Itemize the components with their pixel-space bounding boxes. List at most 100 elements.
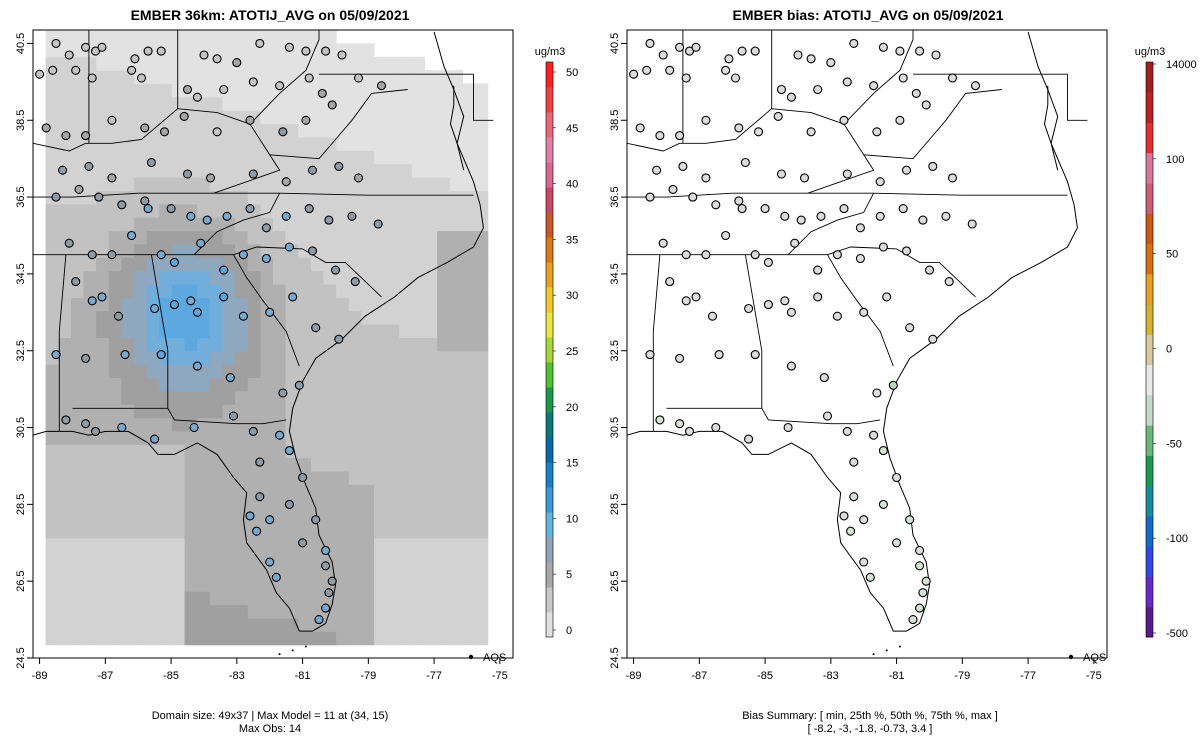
- station-marker[interactable]: [675, 419, 685, 429]
- station-marker[interactable]: [921, 576, 931, 586]
- station-marker[interactable]: [71, 65, 81, 75]
- station-marker[interactable]: [730, 73, 741, 83]
- station-marker[interactable]: [304, 204, 314, 214]
- station-marker[interactable]: [753, 127, 764, 137]
- station-marker[interactable]: [947, 73, 958, 83]
- station-marker[interactable]: [192, 92, 202, 102]
- station-marker[interactable]: [675, 131, 685, 141]
- station-marker[interactable]: [182, 84, 193, 95]
- station-marker[interactable]: [675, 353, 685, 363]
- station-marker[interactable]: [724, 54, 734, 64]
- station-marker[interactable]: [232, 58, 242, 68]
- station-marker[interactable]: [668, 184, 678, 194]
- station-marker[interactable]: [90, 426, 101, 436]
- station-marker[interactable]: [786, 92, 796, 102]
- station-marker[interactable]: [321, 603, 331, 613]
- station-marker[interactable]: [321, 46, 331, 56]
- station-marker[interactable]: [284, 446, 294, 456]
- station-marker[interactable]: [261, 253, 271, 264]
- station-marker[interactable]: [265, 515, 275, 525]
- station-marker[interactable]: [750, 46, 760, 56]
- station-marker[interactable]: [238, 250, 248, 260]
- station-marker[interactable]: [944, 277, 954, 287]
- station-marker[interactable]: [159, 127, 170, 137]
- station-marker[interactable]: [146, 157, 156, 168]
- station-marker[interactable]: [150, 303, 160, 314]
- station-marker[interactable]: [737, 46, 747, 56]
- station-marker[interactable]: [298, 538, 308, 548]
- station-marker[interactable]: [655, 131, 665, 141]
- station-marker[interactable]: [255, 492, 265, 502]
- station-marker[interactable]: [901, 165, 912, 175]
- station-marker[interactable]: [307, 246, 318, 256]
- station-marker[interactable]: [179, 111, 189, 121]
- station-marker[interactable]: [248, 169, 258, 179]
- station-marker[interactable]: [744, 303, 754, 314]
- station-marker[interactable]: [924, 265, 935, 275]
- station-marker[interactable]: [186, 296, 196, 306]
- station-marker[interactable]: [87, 73, 97, 83]
- station-marker[interactable]: [875, 177, 885, 187]
- station-marker[interactable]: [763, 257, 773, 267]
- station-marker[interactable]: [760, 204, 770, 214]
- station-marker[interactable]: [97, 292, 107, 302]
- station-marker[interactable]: [839, 115, 849, 125]
- station-marker[interactable]: [895, 115, 905, 125]
- station-marker[interactable]: [278, 127, 288, 137]
- station-marker[interactable]: [245, 115, 255, 125]
- station-marker[interactable]: [252, 526, 262, 536]
- station-marker[interactable]: [839, 204, 849, 214]
- station-marker[interactable]: [248, 426, 258, 436]
- station-marker[interactable]: [773, 111, 783, 121]
- station-marker[interactable]: [281, 211, 291, 221]
- station-marker[interactable]: [140, 123, 150, 133]
- station-marker[interactable]: [81, 419, 91, 429]
- station-marker[interactable]: [337, 50, 347, 60]
- station-marker[interactable]: [878, 499, 888, 509]
- station-marker[interactable]: [691, 292, 701, 302]
- station-marker[interactable]: [701, 115, 711, 125]
- station-marker[interactable]: [859, 307, 869, 317]
- station-marker[interactable]: [284, 42, 294, 52]
- station-marker[interactable]: [947, 173, 958, 183]
- station-marker[interactable]: [225, 373, 235, 383]
- station-marker[interactable]: [645, 350, 655, 360]
- station-marker[interactable]: [658, 238, 668, 248]
- station-marker[interactable]: [918, 215, 928, 225]
- station-marker[interactable]: [281, 177, 291, 187]
- station-marker[interactable]: [842, 77, 852, 87]
- station-marker[interactable]: [304, 73, 314, 83]
- station-marker[interactable]: [796, 215, 806, 225]
- station-marker[interactable]: [911, 88, 921, 98]
- station-marker[interactable]: [737, 204, 747, 214]
- station-marker[interactable]: [905, 323, 915, 333]
- station-marker[interactable]: [875, 211, 885, 221]
- station-marker[interactable]: [691, 42, 701, 52]
- station-marker[interactable]: [721, 65, 731, 75]
- station-marker[interactable]: [872, 388, 882, 398]
- station-marker[interactable]: [806, 127, 816, 137]
- station-marker[interactable]: [790, 238, 800, 248]
- station-marker[interactable]: [878, 42, 888, 52]
- station-marker[interactable]: [855, 223, 865, 233]
- station-marker[interactable]: [51, 192, 61, 202]
- station-marker[interactable]: [908, 615, 918, 625]
- station-marker[interactable]: [327, 576, 337, 586]
- station-marker[interactable]: [813, 265, 823, 275]
- station-marker[interactable]: [275, 81, 285, 91]
- station-marker[interactable]: [780, 296, 790, 306]
- station-marker[interactable]: [330, 265, 341, 275]
- station-marker[interactable]: [219, 265, 229, 275]
- station-marker[interactable]: [701, 250, 711, 260]
- station-marker[interactable]: [740, 157, 750, 168]
- station-marker[interactable]: [681, 250, 691, 260]
- station-marker[interactable]: [321, 561, 331, 571]
- station-marker[interactable]: [48, 65, 58, 75]
- station-marker[interactable]: [373, 219, 383, 229]
- station-marker[interactable]: [301, 46, 311, 56]
- station-marker[interactable]: [324, 215, 334, 225]
- station-marker[interactable]: [806, 54, 816, 64]
- station-marker[interactable]: [859, 557, 869, 567]
- station-marker[interactable]: [750, 350, 760, 360]
- station-marker[interactable]: [681, 73, 691, 83]
